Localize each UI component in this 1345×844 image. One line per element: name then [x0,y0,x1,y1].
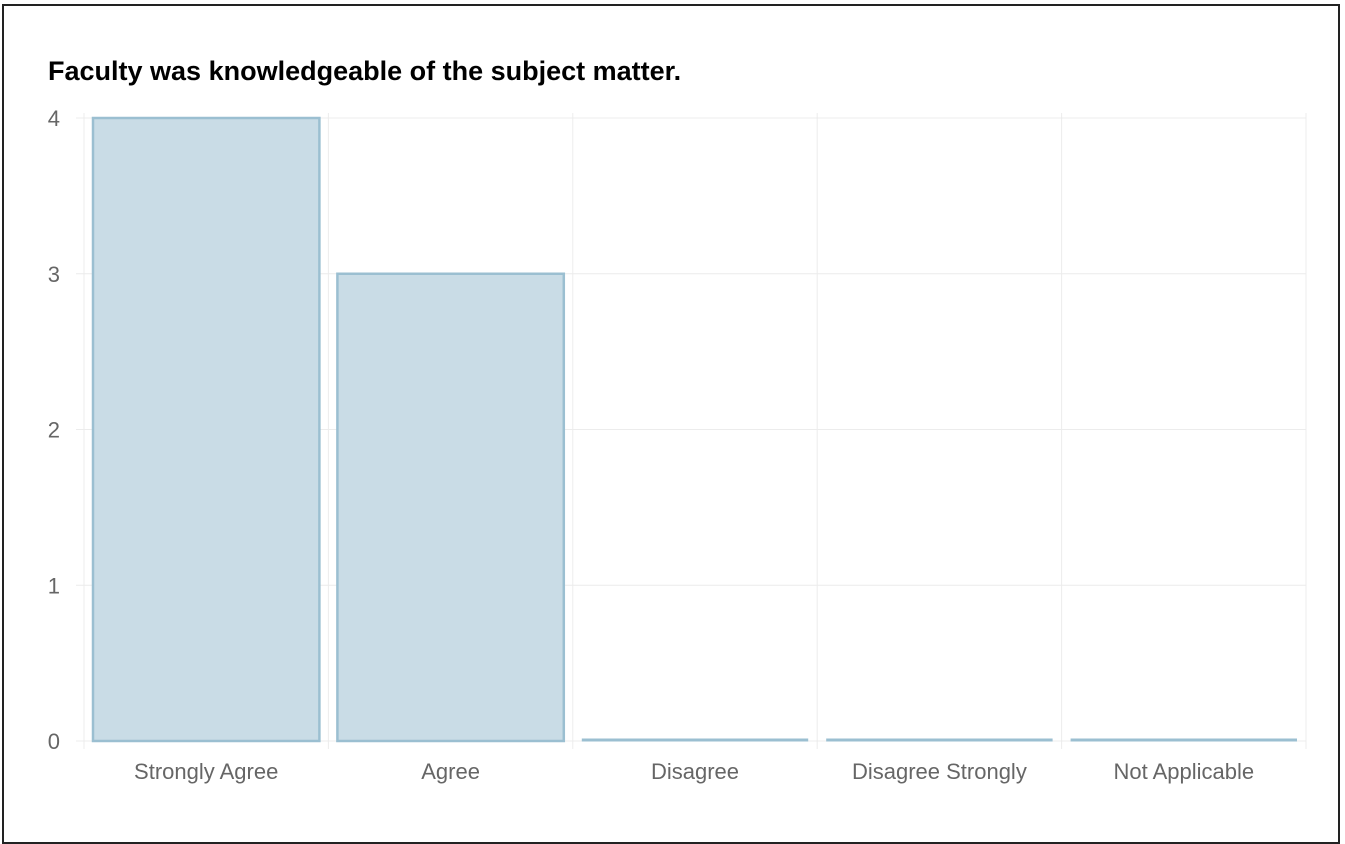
y-tick-label: 2 [48,418,60,443]
y-tick-label: 3 [48,262,60,287]
x-tick-label: Disagree Strongly [852,759,1027,784]
x-tick-label: Agree [421,759,480,784]
bars [91,116,1297,743]
y-tick-label: 0 [48,729,60,754]
x-tick-label: Disagree [651,759,739,784]
x-axis-labels: Strongly Agree Agree Disagree Disagree Stro… [134,759,1254,784]
chart-title: Faculty was knowledgeable of the subject… [48,56,682,86]
bar [336,272,566,743]
x-tick-label: Strongly Agree [134,759,278,784]
y-axis-ticks: 0 1 2 3 4 [48,106,60,754]
bar [91,116,321,743]
x-tick-label: Not Applicable [1113,759,1254,784]
y-tick-label: 4 [48,106,60,131]
grid-lines [76,113,1307,749]
y-tick-label: 1 [48,573,60,598]
